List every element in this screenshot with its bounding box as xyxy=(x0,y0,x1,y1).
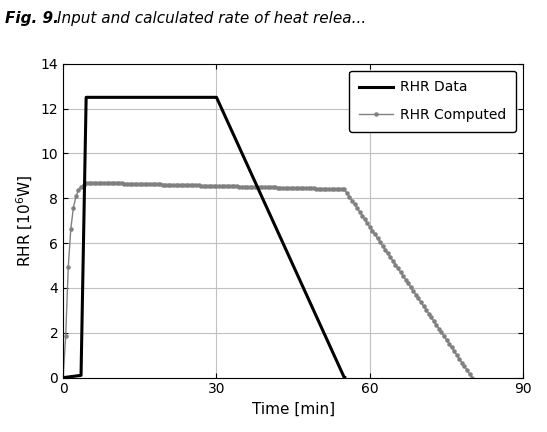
RHR Computed xyxy=(423,307,429,312)
Legend: RHR Data, RHR Computed: RHR Data, RHR Computed xyxy=(349,71,516,132)
RHR Computed xyxy=(175,182,182,187)
Line: RHR Computed: RHR Computed xyxy=(60,179,475,381)
RHR Data xyxy=(60,375,67,380)
Text: Input and calculated rate of heat relea...: Input and calculated rate of heat relea.… xyxy=(57,11,366,26)
RHR Computed xyxy=(213,183,220,188)
X-axis label: Time [min]: Time [min] xyxy=(252,402,335,417)
RHR Data xyxy=(83,95,89,100)
RHR Data xyxy=(341,375,348,380)
Y-axis label: RHR [$10^6$W]: RHR [$10^6$W] xyxy=(15,175,35,267)
RHR Data xyxy=(213,95,220,100)
RHR Computed xyxy=(469,375,475,380)
RHR Computed xyxy=(451,349,457,354)
RHR Data xyxy=(341,375,347,380)
Line: RHR Data: RHR Data xyxy=(63,97,345,378)
RHR Computed xyxy=(60,375,66,380)
RHR Data xyxy=(60,375,66,380)
Text: Fig. 9.: Fig. 9. xyxy=(5,11,59,26)
RHR Computed xyxy=(403,277,409,282)
RHR Computed xyxy=(198,183,205,188)
RHR Computed xyxy=(83,180,89,185)
RHR Data xyxy=(78,373,84,378)
